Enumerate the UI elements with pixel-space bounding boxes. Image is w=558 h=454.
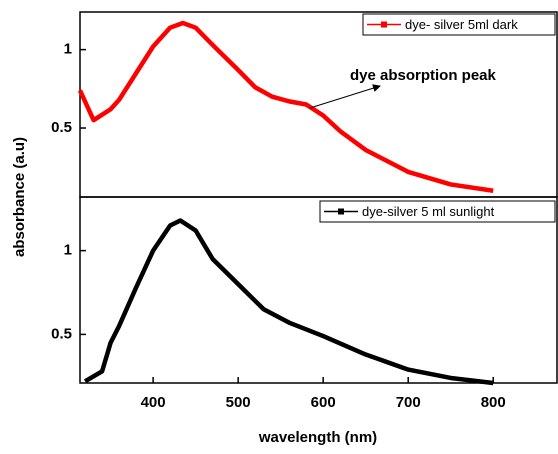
x-tick-label: 800 [481, 394, 506, 411]
x-tick-label: 400 [141, 394, 166, 411]
legend-label: dye-silver 5 ml sunlight [362, 204, 495, 219]
x-tick-label: 500 [226, 394, 251, 411]
x-tick-label: 600 [311, 394, 336, 411]
legend-label: dye- silver 5ml dark [405, 17, 518, 32]
y-tick-label: 0.5 [51, 325, 72, 342]
data-line [83, 218, 494, 386]
legend-box [362, 13, 556, 36]
x-axis-label: wavelength (nm) [258, 429, 377, 446]
annotation-arrow [309, 84, 381, 109]
legend-marker [338, 208, 344, 215]
plot-frame [79, 196, 558, 384]
legend-box [319, 200, 556, 223]
y-tick-label: 0.5 [51, 119, 72, 136]
y-tick-label: 1 [64, 242, 72, 259]
data-line [77, 20, 494, 193]
y-tick-label: 1 [64, 41, 72, 58]
legend-marker [381, 21, 387, 28]
y-axis-label: absorbance (a.u) [11, 137, 28, 257]
x-tick-label: 700 [396, 394, 421, 411]
plot-frame [79, 11, 558, 198]
annotation: dye absorption peak [350, 67, 497, 84]
